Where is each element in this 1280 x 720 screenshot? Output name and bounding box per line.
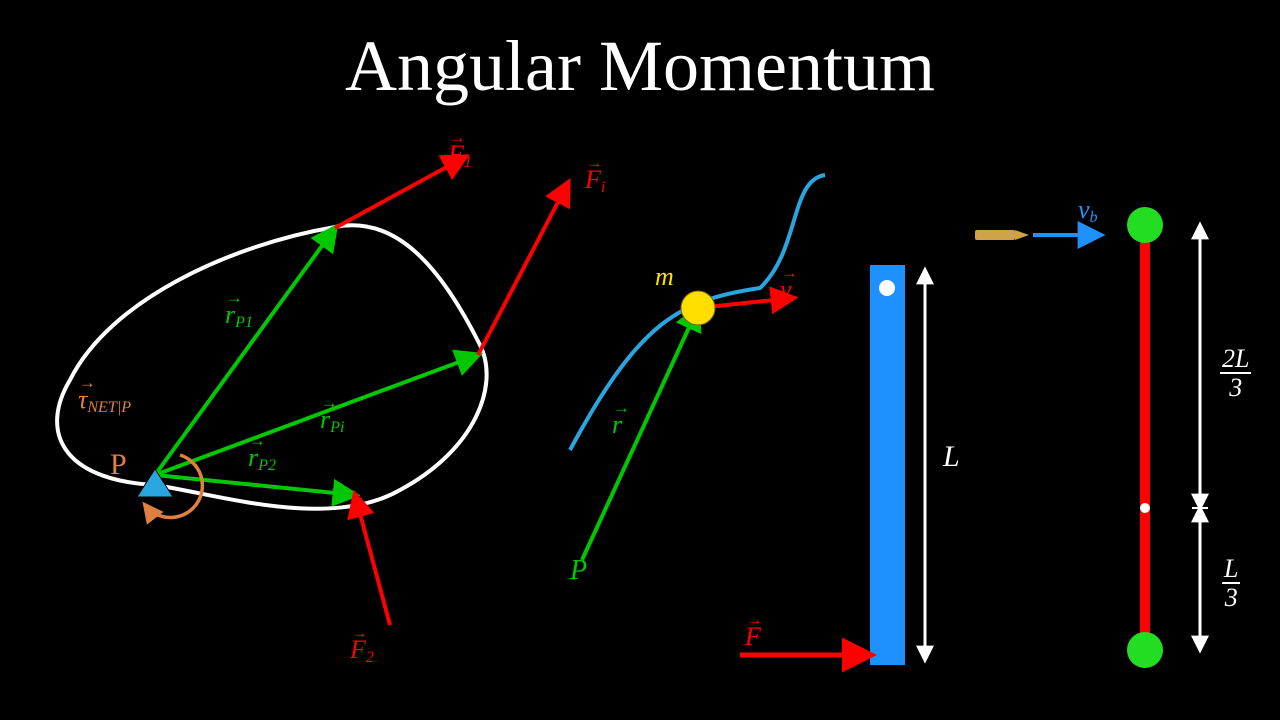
label-F2: F2 [350, 635, 374, 667]
label-Fi: Fi [585, 165, 605, 197]
label-r2: r [612, 410, 622, 440]
label-L: L [943, 440, 960, 474]
label-rPi: rPi [320, 405, 344, 437]
label-vb: vb [1078, 195, 1098, 227]
label-2L3: 2L3 [1220, 345, 1251, 403]
label-P2: P [570, 555, 587, 587]
label-rP2: rP2 [248, 443, 276, 475]
label-tau: τNET|P [78, 385, 131, 417]
label-L3: L3 [1222, 555, 1240, 613]
label-F3: F [745, 622, 761, 652]
label-m: m [655, 262, 674, 292]
label-rP1: rP1 [225, 300, 253, 332]
diagram-svg [0, 0, 1280, 720]
label-P: P [110, 448, 127, 482]
label-F1: F1 [448, 140, 472, 172]
label-v: v [780, 275, 792, 305]
